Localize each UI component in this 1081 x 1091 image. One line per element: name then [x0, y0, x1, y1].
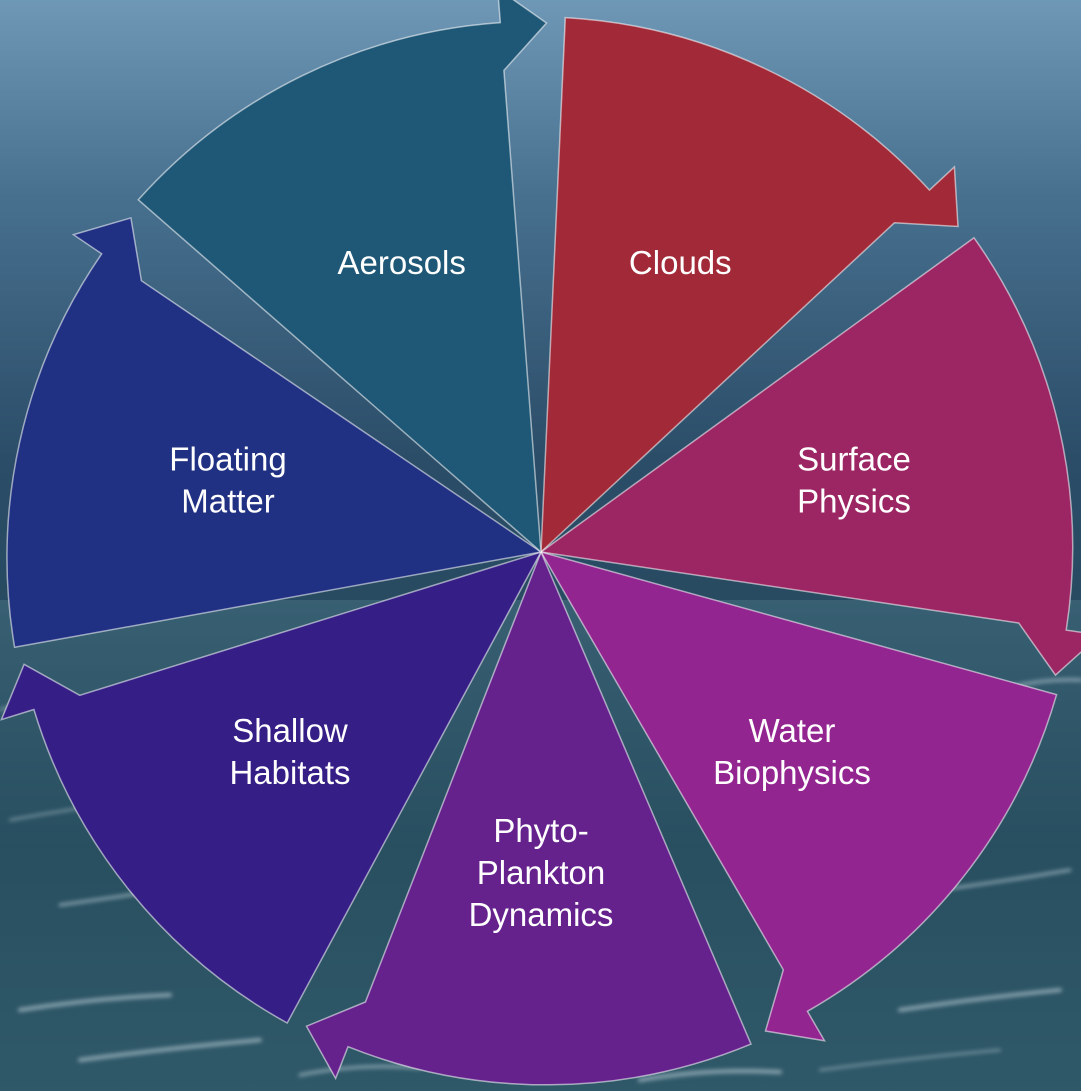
segment-phyto-plankton-dynamics-label: Phyto- Plankton Dynamics [469, 812, 614, 933]
segment-clouds-shape [540, 16, 959, 554]
segment-surface-physics-label-line: Surface [797, 441, 911, 478]
segment-shallow-habitats-shape [0, 550, 543, 1025]
segment-clouds-label: Clouds [629, 244, 732, 281]
foam-streak [78, 1038, 262, 1062]
segment-shallow-habitats-label-line: Habitats [229, 754, 350, 791]
segment-clouds-label-line: Clouds [629, 244, 732, 281]
segment-phyto-plankton-dynamics-label-line: Phyto- [493, 812, 588, 849]
segment-water-biophysics: Water Biophysics [539, 550, 1058, 1042]
segment-phyto-plankton-dynamics-label-line: Plankton [477, 854, 605, 891]
segment-aerosols-shape [137, 0, 548, 554]
foam-streak [638, 1069, 782, 1082]
segment-aerosols: Aerosols [137, 0, 548, 554]
segment-aerosols-label: Aerosols [338, 244, 466, 281]
segment-floating-matter-label: Floating Matter [169, 441, 286, 520]
segment-floating-matter-shape [6, 216, 543, 649]
segment-clouds: Clouds [540, 16, 959, 554]
segment-water-biophysics-shape [539, 550, 1058, 1042]
segment-floating-matter-label-line: Floating [169, 441, 286, 478]
segment-floating-matter-label-line: Matter [181, 483, 275, 520]
segment-phyto-plankton-dynamics-shape [305, 550, 752, 1086]
segment-water-biophysics-label-line: Biophysics [713, 754, 871, 791]
segment-surface-physics-shape [539, 236, 1081, 677]
segment-phyto-plankton-dynamics-label-line: Dynamics [469, 896, 614, 933]
foam-streak [18, 993, 172, 1012]
foam-streak [898, 988, 1062, 1012]
foam-streak [819, 1049, 1001, 1071]
segment-surface-physics: Surface Physics [539, 236, 1081, 677]
segment-water-biophysics-label-line: Water [749, 712, 836, 749]
segment-water-biophysics-label: Water Biophysics [713, 712, 871, 791]
segment-floating-matter: Floating Matter [6, 216, 543, 649]
segment-shallow-habitats-label: Shallow Habitats [229, 712, 350, 791]
segment-shallow-habitats-label-line: Shallow [232, 712, 348, 749]
segment-surface-physics-label: Surface Physics [797, 441, 911, 520]
segment-phyto-plankton-dynamics: Phyto- Plankton Dynamics [305, 550, 752, 1086]
segment-surface-physics-label-line: Physics [797, 483, 911, 520]
segment-shallow-habitats: Shallow Habitats [0, 550, 543, 1025]
segment-aerosols-label-line: Aerosols [338, 244, 466, 281]
